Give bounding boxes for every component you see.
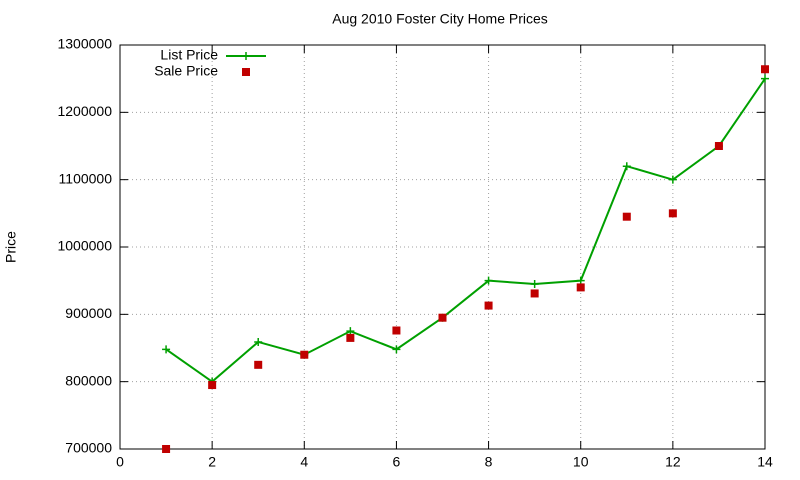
point: [668, 175, 677, 184]
point: [622, 212, 631, 221]
x-tick-label: 4: [300, 454, 308, 470]
point: [761, 74, 769, 83]
x-tick-label: 14: [757, 454, 773, 470]
x-tick-label: 0: [116, 454, 124, 470]
y-tick-label: 1300000: [57, 36, 112, 52]
x-tick-label: 12: [665, 454, 681, 470]
point: [346, 333, 355, 342]
point: [484, 301, 493, 310]
y-tick-label: 700000: [65, 440, 112, 456]
plot-frame: [119, 44, 766, 450]
point: [392, 345, 401, 354]
point: [576, 276, 585, 285]
y-tick-label: 1000000: [57, 238, 112, 254]
point: [714, 142, 723, 150]
x-tick-label: 10: [573, 454, 589, 470]
legend-label: Sale Price: [154, 63, 218, 79]
x-tick-label: 2: [208, 454, 216, 470]
point: [254, 360, 263, 369]
point: [162, 445, 171, 453]
point: [761, 65, 769, 74]
y-tick-label: 1200000: [57, 103, 112, 119]
chart-title: Aug 2010 Foster City Home Prices: [332, 11, 548, 27]
point: [622, 162, 631, 171]
point: [392, 326, 401, 335]
y-tick-label: 800000: [65, 372, 112, 388]
point: [484, 276, 493, 285]
x-tick-label: 6: [393, 454, 401, 470]
point: [300, 350, 309, 359]
x-tick-label: 8: [485, 454, 493, 470]
series-line: [165, 78, 766, 383]
point: [530, 280, 539, 289]
y-tick-label: 1100000: [59, 170, 113, 186]
y-axis-label: Price: [3, 231, 19, 263]
point: [162, 345, 171, 354]
legend-label: List Price: [160, 47, 218, 63]
point: [668, 209, 677, 218]
point: [346, 327, 355, 336]
legend-swatch: [242, 52, 250, 60]
legend-swatch: [242, 68, 250, 76]
y-tick-label: 900000: [65, 305, 112, 321]
point: [254, 337, 263, 346]
point: [530, 289, 539, 298]
point: [438, 313, 447, 322]
point: [576, 283, 585, 292]
point: [208, 381, 217, 390]
